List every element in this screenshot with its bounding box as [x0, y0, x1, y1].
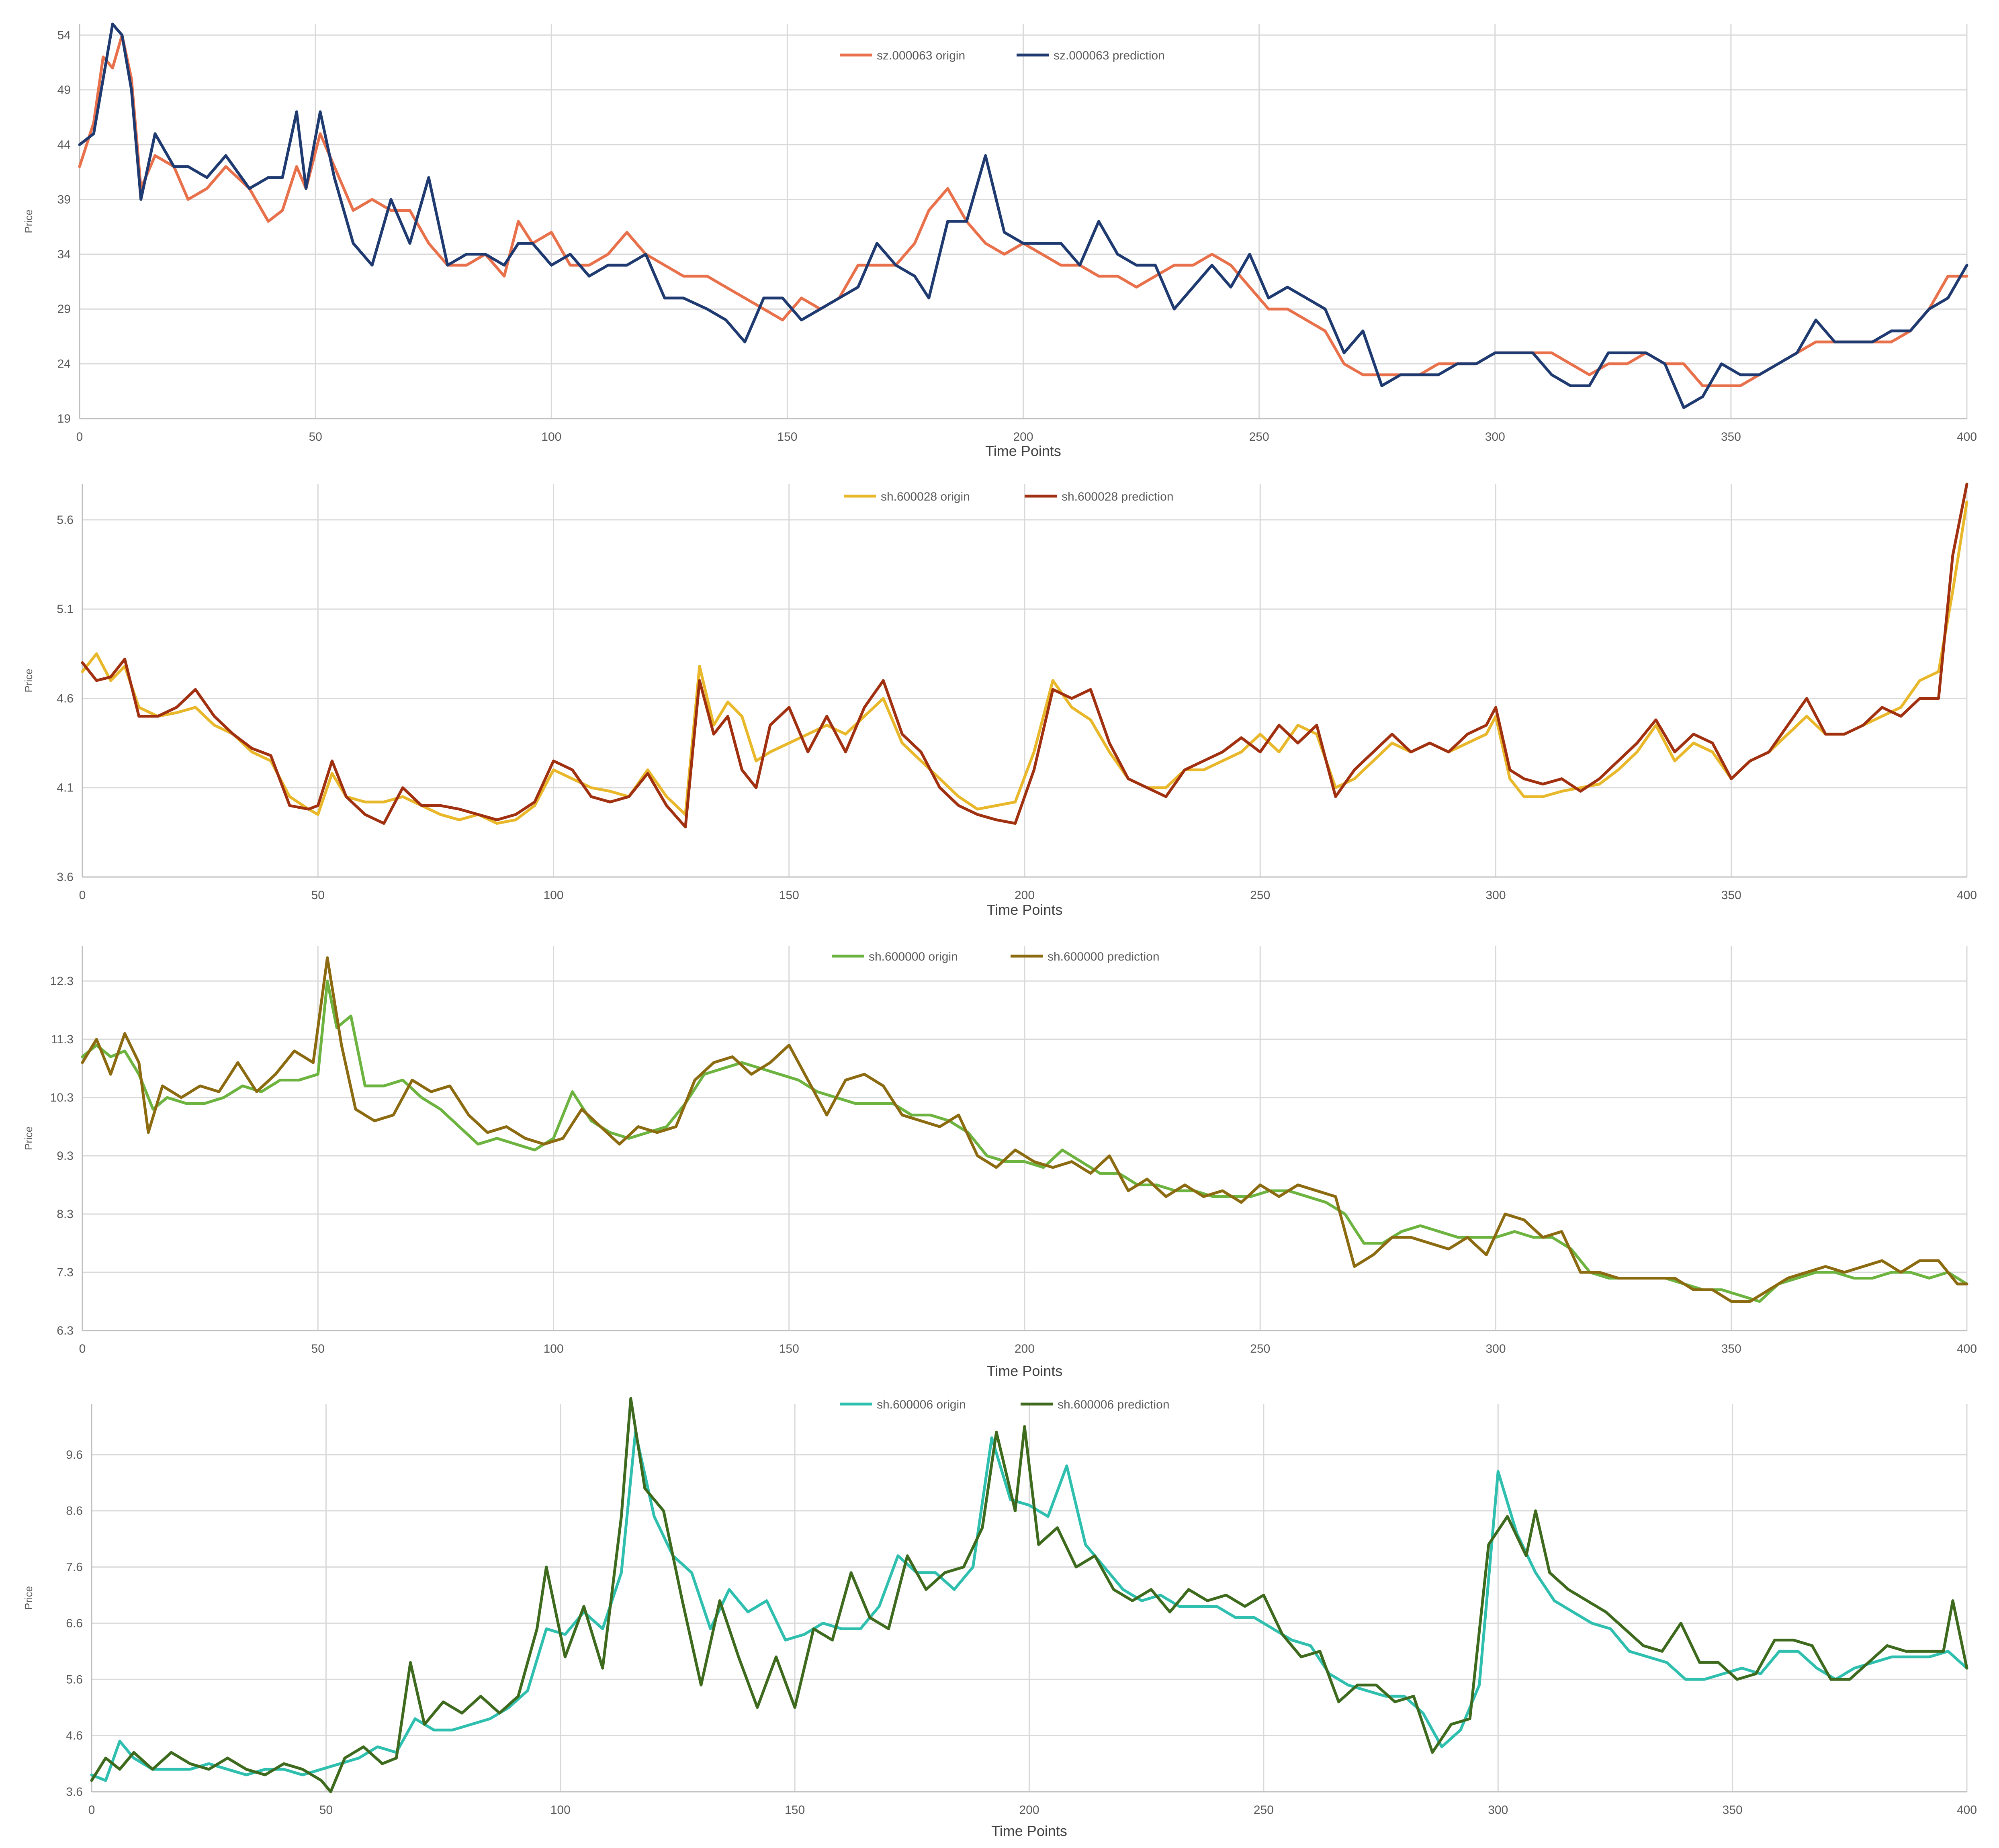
- x-tick-label: 300: [1488, 1803, 1508, 1817]
- y-tick-label: 3.6: [57, 871, 74, 884]
- legend-entry: sh.600028 origin: [881, 490, 970, 503]
- x-tick-label: 100: [541, 430, 561, 444]
- x-tick-label: 100: [543, 1342, 563, 1355]
- x-axis-label: Time Points: [985, 443, 1061, 459]
- y-tick-label: 4.6: [66, 1729, 83, 1742]
- x-tick-label: 0: [76, 430, 83, 444]
- x-tick-label: 300: [1485, 430, 1505, 444]
- y-tick-label: 6.3: [57, 1324, 74, 1337]
- y-tick-label: 9.3: [57, 1149, 74, 1163]
- x-tick-label: 400: [1957, 889, 1977, 902]
- y-tick-label: 49: [57, 84, 71, 97]
- series-line-prediction: [90, 1397, 1968, 1793]
- x-tick-label: 100: [543, 889, 563, 902]
- y-tick-label: 12.3: [50, 975, 74, 988]
- y-tick-label: 7.3: [57, 1266, 74, 1279]
- x-tick-label: 350: [1721, 889, 1741, 902]
- legend: sh.600000 origin sh.600000 prediction: [832, 950, 1160, 963]
- series-line-origin: [90, 1431, 1968, 1782]
- legend: sh.600028 origin sh.600028 prediction: [844, 490, 1174, 503]
- x-tick-label: 300: [1485, 1342, 1506, 1355]
- y-tick-label: 34: [57, 248, 71, 261]
- series-line-prediction: [81, 482, 1968, 828]
- x-tick-label: 50: [311, 1342, 325, 1355]
- x-axis-label: Time Points: [987, 902, 1063, 918]
- x-tick-label: 250: [1254, 1803, 1274, 1817]
- chart-2: 3.6 4.1 4.6 5.1 5.6 0 50 100 150 200 250 300 350 400 T…: [23, 482, 1977, 918]
- x-tick-label: 350: [1723, 1803, 1743, 1817]
- x-tick-label: 0: [88, 1803, 95, 1817]
- y-tick-label: 44: [57, 138, 71, 151]
- x-tick-label: 50: [311, 889, 325, 902]
- x-tick-label: 250: [1250, 889, 1270, 902]
- x-tick-label: 250: [1250, 1342, 1270, 1355]
- x-tick-label: 200: [1019, 1803, 1039, 1817]
- chart-3: 6.3 7.3 8.3 9.3 10.3 11.3 12.3 0 50 100 150 200 250 3…: [23, 946, 1977, 1379]
- y-tick-label: 6.6: [66, 1617, 83, 1630]
- x-tick-label: 300: [1485, 889, 1506, 902]
- x-tick-label: 0: [79, 889, 86, 902]
- y-tick-label: 24: [57, 358, 71, 371]
- legend: sh.600006 origin sh.600006 prediction: [840, 1398, 1170, 1411]
- y-tick-label: 3.6: [66, 1785, 83, 1799]
- legend-entry: sh.600000 prediction: [1048, 950, 1160, 963]
- y-tick-label: 11.3: [51, 1033, 74, 1046]
- y-tick-label: 4.6: [57, 692, 74, 705]
- legend-entry: sz.000063 origin: [877, 49, 965, 62]
- x-tick-label: 200: [1015, 889, 1035, 902]
- y-axis-label: Price: [23, 668, 35, 692]
- x-tick-label: 200: [1013, 430, 1033, 444]
- x-tick-label: 400: [1957, 430, 1977, 444]
- series-line-prediction: [78, 22, 1968, 409]
- x-tick-label: 400: [1957, 1342, 1977, 1355]
- charts: 19 24 29 34 39 44 49 54 0 50 100 150 200 250 300 350 400…: [23, 22, 1977, 1839]
- legend-entry: sh.600000 origin: [869, 950, 958, 963]
- x-tick-label: 350: [1721, 430, 1741, 444]
- y-tick-label: 5.1: [57, 603, 74, 616]
- legend-entry: sh.600006 prediction: [1058, 1398, 1170, 1411]
- chart-1: 19 24 29 34 39 44 49 54 0 50 100 150 200 250 300 350 400…: [23, 22, 1977, 459]
- y-tick-label: 7.6: [66, 1561, 83, 1574]
- y-axis-label: Price: [23, 1126, 35, 1150]
- y-tick-label: 19: [57, 412, 71, 425]
- x-tick-label: 150: [779, 889, 799, 902]
- legend-entry: sh.600028 prediction: [1062, 490, 1174, 503]
- x-tick-label: 50: [319, 1803, 333, 1817]
- y-axis-label: Price: [23, 1586, 35, 1610]
- x-tick-label: 250: [1249, 430, 1269, 444]
- x-tick-label: 0: [79, 1342, 86, 1355]
- y-tick-label: 29: [57, 303, 71, 316]
- series-line-prediction: [81, 956, 1968, 1303]
- x-tick-label: 100: [550, 1803, 571, 1817]
- x-tick-label: 50: [309, 430, 322, 444]
- x-tick-label: 150: [785, 1803, 805, 1817]
- x-tick-label: 400: [1957, 1803, 1977, 1817]
- y-tick-label: 8.6: [66, 1505, 83, 1518]
- chart-4: 3.6 4.6 5.6 6.6 7.6 8.6 9.6 0 50 100 150 200 250 300 3…: [23, 1397, 1977, 1839]
- y-tick-label: 54: [57, 29, 71, 42]
- y-tick-label: 10.3: [50, 1091, 74, 1104]
- x-axis-label: Time Points: [987, 1363, 1063, 1379]
- y-tick-label: 5.6: [66, 1673, 83, 1686]
- y-tick-label: 8.3: [57, 1208, 74, 1221]
- y-axis-label: Price: [23, 209, 35, 233]
- legend-entry: sh.600006 origin: [877, 1398, 966, 1411]
- legend-entry: sz.000063 prediction: [1054, 49, 1165, 62]
- y-tick-label: 4.1: [57, 781, 74, 795]
- x-tick-label: 200: [1015, 1342, 1035, 1355]
- y-tick-label: 39: [57, 193, 71, 206]
- legend: sz.000063 origin sz.000063 prediction: [840, 49, 1165, 62]
- x-tick-label: 350: [1721, 1342, 1741, 1355]
- series-line-origin: [81, 501, 1968, 825]
- x-tick-label: 150: [779, 1342, 799, 1355]
- x-tick-label: 150: [777, 430, 797, 444]
- y-tick-label: 9.6: [66, 1448, 83, 1462]
- x-axis-label: Time Points: [991, 1823, 1067, 1839]
- y-tick-label: 5.6: [57, 513, 74, 527]
